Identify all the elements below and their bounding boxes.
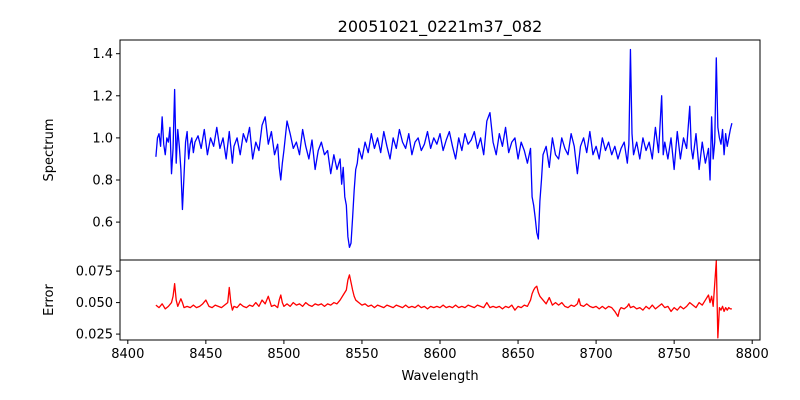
error-y-axis-label: Error — [42, 284, 57, 316]
error-y-tick-label: 0.075 — [76, 265, 113, 280]
x-tick-label: 8700 — [580, 347, 613, 362]
error-y-tick-label: 0.025 — [76, 328, 113, 343]
x-tick-label: 8650 — [502, 347, 535, 362]
x-tick-label: 8750 — [658, 347, 691, 362]
error-line-group — [155, 260, 732, 339]
spectrum-y-tick-label: 0.6 — [92, 216, 113, 231]
chart-title: 20051021_0221m37_082 — [338, 17, 543, 37]
x-tick-label: 8600 — [423, 347, 456, 362]
spectrum-y-tick-label: 1.2 — [92, 89, 113, 104]
x-tick-label: 8450 — [189, 347, 222, 362]
x-tick-label: 8400 — [111, 347, 144, 362]
x-tick-label: 8550 — [345, 347, 378, 362]
spectrum-y-tick-label: 1.0 — [92, 131, 113, 146]
error-y-ticks: 0.025 0.050 0.075 — [76, 265, 120, 343]
x-tick-label: 8500 — [267, 347, 300, 362]
spectrum-y-tick-label: 1.4 — [92, 47, 113, 62]
spectrum-y-axis-label: Spectrum — [42, 119, 57, 182]
spectrum-y-tick-label: 0.8 — [92, 174, 113, 189]
spectrum-series-line — [155, 48, 733, 249]
spectrum-y-ticks: 0.6 0.8 1.0 1.2 1.4 — [92, 47, 120, 231]
x-axis-label: Wavelength — [401, 369, 478, 384]
spectrum-line-group — [155, 48, 733, 249]
x-tick-label: 8800 — [736, 347, 769, 362]
spectrum-panel: 0.6 0.8 1.0 1.2 1.4 Spectrum — [42, 39, 761, 261]
x-axis-ticks: 8400 8450 8500 8550 8600 8650 8700 8750 8800 — [111, 340, 769, 362]
error-series-line — [155, 260, 732, 339]
error-y-tick-label: 0.050 — [76, 296, 113, 311]
